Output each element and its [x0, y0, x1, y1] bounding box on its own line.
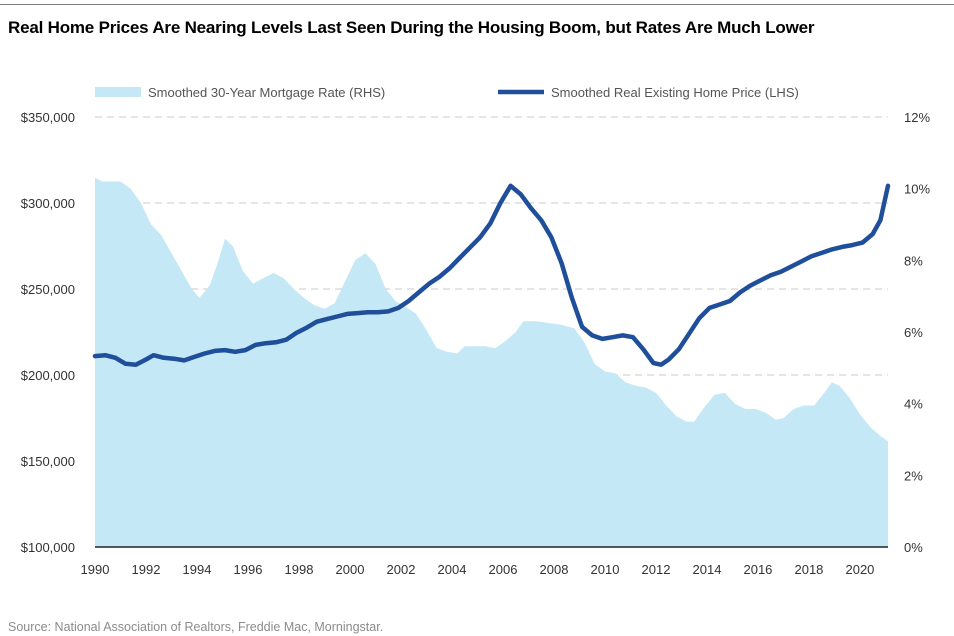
x-tick-label: 1998 [285, 562, 314, 577]
y-left-tick-label: $150,000 [21, 454, 75, 469]
series-home-price-line [92, 183, 891, 367]
y-right-tick-label: 6% [904, 325, 923, 340]
x-tick-label: 2004 [438, 562, 467, 577]
y-right-tick-label: 12% [904, 110, 930, 125]
legend: Smoothed 30-Year Mortgage Rate (RHS) Smoo… [95, 85, 799, 100]
y-right-tick-label: 2% [904, 468, 923, 483]
y-right-tick-label: 8% [904, 253, 923, 268]
y-right-tick-label: 0% [904, 540, 923, 555]
x-tick-label: 2014 [693, 562, 722, 577]
x-tick-label: 2018 [794, 562, 823, 577]
legend-label-mortgage-rate: Smoothed 30-Year Mortgage Rate (RHS) [148, 85, 385, 100]
y-right-tick-label: 4% [904, 397, 923, 412]
x-tick-label: 1994 [183, 562, 212, 577]
x-tick-label: 2012 [642, 562, 671, 577]
x-tick-label: 1992 [132, 562, 161, 577]
y-left-tick-label: $250,000 [21, 282, 75, 297]
line-layer [92, 183, 891, 367]
x-tick-label: 2016 [743, 562, 772, 577]
axis-layer: 1990 1992 1994 1996 1998 2000 2002 2004 2006 2008… [21, 110, 931, 577]
x-tick-label: 2002 [387, 562, 416, 577]
chart: 1990 1992 1994 1996 1998 2000 2002 2004 2006 2008… [21, 85, 931, 577]
source-note: Source: National Association of Realtors… [8, 620, 384, 634]
series-mortgage-rate-area [95, 177, 888, 547]
x-tick-label: 1990 [81, 562, 110, 577]
legend-label-home-price: Smoothed Real Existing Home Price (LHS) [551, 85, 799, 100]
x-tick-label: 1996 [234, 562, 263, 577]
x-tick-label: 2000 [336, 562, 365, 577]
y-right-tick-label: 10% [904, 182, 930, 197]
chart-title: Real Home Prices Are Nearing Levels Last… [8, 18, 815, 37]
x-tick-label: 2006 [489, 562, 518, 577]
y-left-tick-label: $200,000 [21, 368, 75, 383]
x-tick-label: 2010 [591, 562, 620, 577]
y-left-tick-label: $300,000 [21, 196, 75, 211]
top-rule [0, 4, 954, 5]
x-tick-label: 2020 [845, 562, 874, 577]
x-tick-label: 2008 [540, 562, 569, 577]
y-left-tick-label: $100,000 [21, 540, 75, 555]
area-layer [95, 177, 888, 547]
y-left-tick-label: $350,000 [21, 110, 75, 125]
legend-swatch-mortgage-rate [95, 87, 141, 97]
